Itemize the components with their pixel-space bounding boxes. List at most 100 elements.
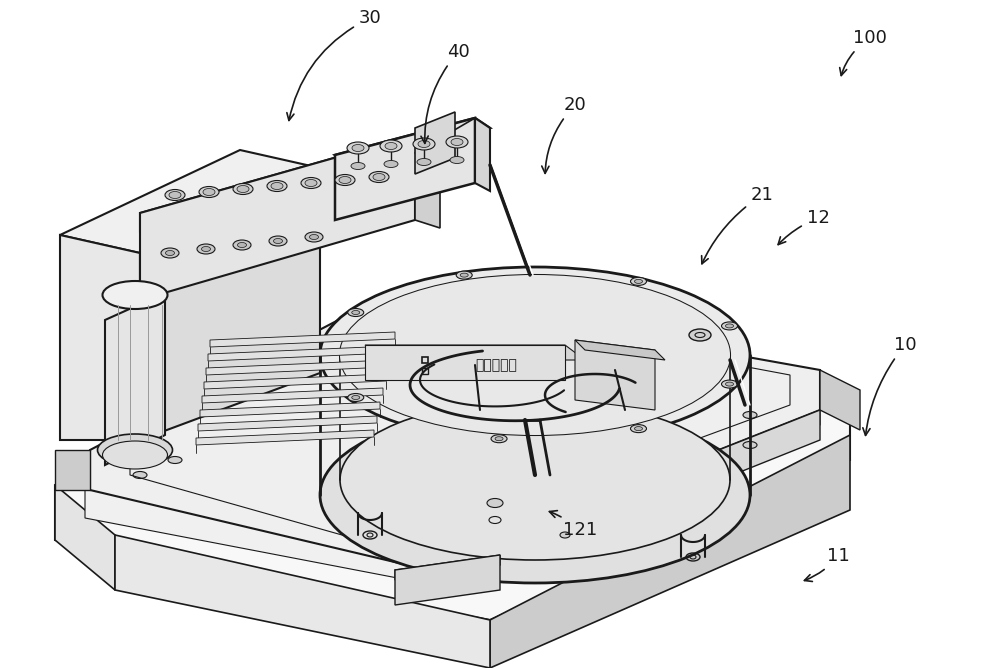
Ellipse shape bbox=[352, 311, 360, 315]
Polygon shape bbox=[198, 416, 377, 431]
Ellipse shape bbox=[197, 244, 215, 254]
Polygon shape bbox=[140, 135, 415, 231]
Polygon shape bbox=[196, 430, 374, 445]
Ellipse shape bbox=[495, 437, 503, 441]
Polygon shape bbox=[365, 345, 585, 360]
Polygon shape bbox=[210, 332, 395, 347]
Ellipse shape bbox=[267, 180, 287, 192]
Ellipse shape bbox=[631, 277, 646, 285]
Ellipse shape bbox=[271, 182, 283, 190]
Polygon shape bbox=[55, 315, 850, 620]
Ellipse shape bbox=[202, 246, 210, 251]
Ellipse shape bbox=[169, 192, 181, 198]
Text: 30: 30 bbox=[287, 9, 381, 120]
Polygon shape bbox=[60, 235, 140, 440]
Polygon shape bbox=[204, 374, 386, 389]
Ellipse shape bbox=[635, 279, 642, 283]
Ellipse shape bbox=[238, 242, 246, 248]
Ellipse shape bbox=[203, 188, 215, 196]
Ellipse shape bbox=[103, 441, 168, 469]
Text: 121: 121 bbox=[549, 510, 597, 539]
Polygon shape bbox=[415, 112, 455, 174]
Ellipse shape bbox=[460, 273, 468, 277]
Ellipse shape bbox=[340, 275, 730, 435]
Polygon shape bbox=[105, 293, 165, 465]
Ellipse shape bbox=[743, 442, 757, 448]
Ellipse shape bbox=[384, 160, 398, 168]
Polygon shape bbox=[395, 555, 500, 605]
Polygon shape bbox=[140, 135, 415, 300]
Text: 12: 12 bbox=[778, 209, 829, 244]
Ellipse shape bbox=[560, 532, 570, 538]
Polygon shape bbox=[85, 318, 820, 590]
Ellipse shape bbox=[233, 240, 251, 250]
Ellipse shape bbox=[168, 456, 182, 464]
Ellipse shape bbox=[165, 190, 185, 200]
Ellipse shape bbox=[305, 232, 323, 242]
Ellipse shape bbox=[103, 281, 168, 309]
Ellipse shape bbox=[339, 176, 351, 184]
Ellipse shape bbox=[340, 275, 730, 435]
Ellipse shape bbox=[726, 382, 734, 386]
Ellipse shape bbox=[161, 248, 179, 258]
Polygon shape bbox=[202, 388, 383, 403]
Polygon shape bbox=[335, 118, 490, 165]
Ellipse shape bbox=[451, 138, 463, 146]
Polygon shape bbox=[575, 340, 655, 410]
Ellipse shape bbox=[413, 138, 435, 150]
Polygon shape bbox=[395, 555, 500, 580]
Polygon shape bbox=[475, 118, 490, 191]
Ellipse shape bbox=[631, 425, 646, 433]
Ellipse shape bbox=[491, 435, 507, 443]
Polygon shape bbox=[60, 150, 320, 253]
Text: 21: 21 bbox=[702, 186, 773, 264]
Ellipse shape bbox=[320, 407, 750, 583]
Text: 40: 40 bbox=[421, 43, 469, 144]
Polygon shape bbox=[55, 485, 115, 590]
Polygon shape bbox=[140, 168, 320, 440]
Ellipse shape bbox=[348, 393, 364, 401]
Polygon shape bbox=[200, 402, 380, 417]
Ellipse shape bbox=[340, 400, 730, 560]
Polygon shape bbox=[575, 340, 665, 360]
Ellipse shape bbox=[352, 144, 364, 152]
Ellipse shape bbox=[98, 434, 173, 466]
Polygon shape bbox=[55, 450, 90, 490]
Ellipse shape bbox=[320, 267, 750, 443]
Polygon shape bbox=[420, 410, 820, 600]
Text: 11: 11 bbox=[804, 547, 849, 581]
Ellipse shape bbox=[385, 142, 397, 150]
Ellipse shape bbox=[635, 427, 642, 431]
Ellipse shape bbox=[233, 184, 253, 194]
Ellipse shape bbox=[450, 156, 464, 164]
Ellipse shape bbox=[347, 142, 369, 154]
Ellipse shape bbox=[199, 186, 219, 198]
Polygon shape bbox=[820, 370, 860, 430]
Polygon shape bbox=[415, 135, 440, 228]
Ellipse shape bbox=[743, 411, 757, 418]
Ellipse shape bbox=[722, 322, 738, 330]
Ellipse shape bbox=[305, 180, 317, 186]
Ellipse shape bbox=[722, 380, 738, 388]
Ellipse shape bbox=[269, 236, 287, 246]
Ellipse shape bbox=[335, 174, 355, 186]
Ellipse shape bbox=[689, 329, 711, 341]
Ellipse shape bbox=[166, 250, 175, 255]
Polygon shape bbox=[335, 118, 475, 220]
Ellipse shape bbox=[418, 140, 430, 148]
Ellipse shape bbox=[351, 162, 365, 170]
Ellipse shape bbox=[726, 324, 734, 328]
Polygon shape bbox=[365, 345, 565, 380]
Ellipse shape bbox=[274, 238, 283, 244]
Polygon shape bbox=[90, 293, 820, 568]
Polygon shape bbox=[208, 346, 392, 361]
Ellipse shape bbox=[348, 309, 364, 317]
Polygon shape bbox=[206, 360, 389, 375]
Ellipse shape bbox=[373, 174, 385, 180]
Ellipse shape bbox=[380, 140, 402, 152]
Text: 20: 20 bbox=[542, 96, 586, 174]
Ellipse shape bbox=[456, 271, 472, 279]
Ellipse shape bbox=[446, 136, 468, 148]
Ellipse shape bbox=[133, 472, 147, 478]
Ellipse shape bbox=[237, 186, 249, 192]
